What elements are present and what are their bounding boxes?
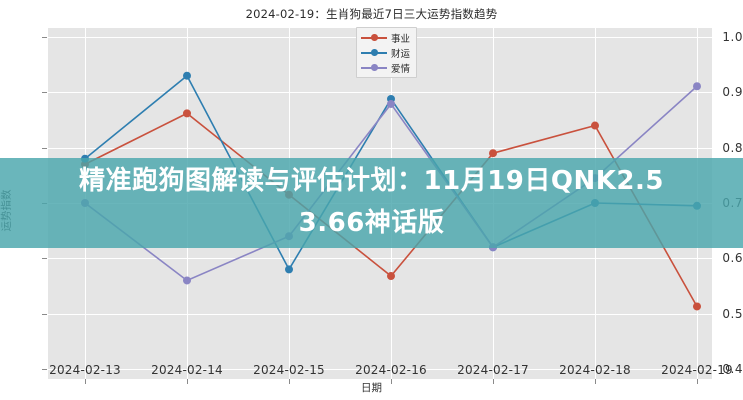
x-axis-title: 日期: [361, 382, 382, 394]
gridline-horizontal: [48, 258, 712, 260]
y-tick-label: 0.4: [722, 362, 743, 376]
y-tick-mark: [42, 369, 47, 370]
x-tick-mark: [391, 379, 392, 384]
chart-title: 2024-02-19：生肖狗最近7日三大运势指数趋势: [245, 7, 498, 21]
chart-legend[interactable]: 事业 财运 爱情: [356, 27, 418, 78]
y-tick-mark: [42, 313, 47, 315]
y-tick-label: 0.9: [722, 85, 743, 100]
y-tick-mark: [42, 147, 47, 149]
legend-swatch-icon: [361, 32, 387, 43]
x-tick-label: 2024-02-16: [355, 363, 427, 377]
watermark-line-1: 精准跑狗图解读与评估计划：11月19日QNK2.5: [79, 166, 664, 196]
x-tick-label: 2024-02-14: [151, 363, 223, 377]
gridline-horizontal: [48, 147, 712, 149]
y-tick-label: 0.8: [722, 140, 743, 155]
x-tick-label: 2024-02-19: [661, 363, 733, 377]
x-tick-label: 2024-02-13: [49, 363, 121, 377]
gridline-horizontal: [48, 92, 712, 94]
watermark-text: 精准跑狗图解读与评估计划：11月19日QNK2.5 3.66神话版: [0, 160, 743, 244]
y-tick-mark: [42, 37, 47, 38]
watermark-band: [0, 158, 743, 248]
x-tick-mark: [289, 379, 290, 384]
legend-swatch-icon: [361, 47, 387, 58]
legend-item[interactable]: 财运: [361, 46, 411, 60]
legend-item[interactable]: 事业: [361, 31, 411, 45]
y-tick-mark: [42, 258, 47, 260]
x-tick-mark: [697, 379, 698, 384]
y-tick-label: 1.0: [722, 30, 743, 44]
legend-item-label: 爱情: [391, 63, 411, 75]
y-tick-label: 0.5: [722, 306, 743, 321]
x-tick-label: 2024-02-17: [457, 363, 529, 377]
legend-item[interactable]: 爱情: [361, 61, 411, 75]
gridline-horizontal: [48, 369, 712, 370]
x-tick-label: 2024-02-15: [253, 363, 325, 377]
x-tick-mark: [493, 379, 494, 384]
x-tick-label: 2024-02-18: [559, 363, 631, 377]
watermark-line-2: 3.66神话版: [298, 208, 445, 238]
x-tick-mark: [85, 379, 86, 384]
legend-item-label: 财运: [391, 48, 411, 60]
legend-swatch-icon: [361, 62, 387, 73]
y-tick-label: 0.6: [722, 251, 743, 266]
x-tick-mark: [187, 379, 188, 384]
x-tick-mark: [595, 379, 596, 384]
y-tick-mark: [42, 92, 47, 94]
gridline-horizontal: [48, 313, 712, 315]
legend-item-label: 事业: [391, 33, 411, 45]
